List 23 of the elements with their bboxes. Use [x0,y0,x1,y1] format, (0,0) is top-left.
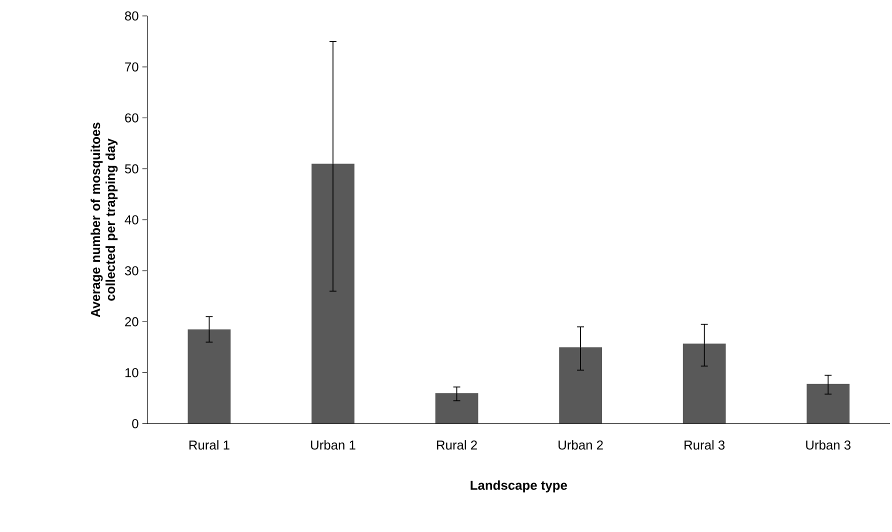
x-tick-label: Urban 3 [806,440,851,450]
x-tick-label: Urban 1 [311,440,356,450]
y-tick-label: 50 [124,164,138,174]
bar [435,392,478,424]
y-tick-label: 80 [125,11,138,20]
y-tick-label: 60 [125,113,138,122]
x-axis-title: Landscape type [470,480,568,492]
y-tick-label: 70 [125,62,138,72]
y-tick-label: 40 [124,215,138,224]
y-axis-title: Average number of mosquitoes collected per trapping day [90,122,118,318]
y-tick-label: 0 [132,418,138,428]
x-tick-label: Rural 1 [189,440,230,450]
y-tick-label: 30 [124,266,138,276]
bar [188,329,231,424]
x-tick-label: Rural 3 [684,440,725,450]
y-tick-label: 20 [125,317,138,326]
bar [806,384,850,424]
x-tick-label: Rural 2 [437,440,477,450]
x-tick-label: Urban 2 [558,440,603,450]
bar [559,347,602,424]
y-tick-label: 10 [125,368,138,378]
bar [682,343,726,424]
bar [312,164,354,424]
